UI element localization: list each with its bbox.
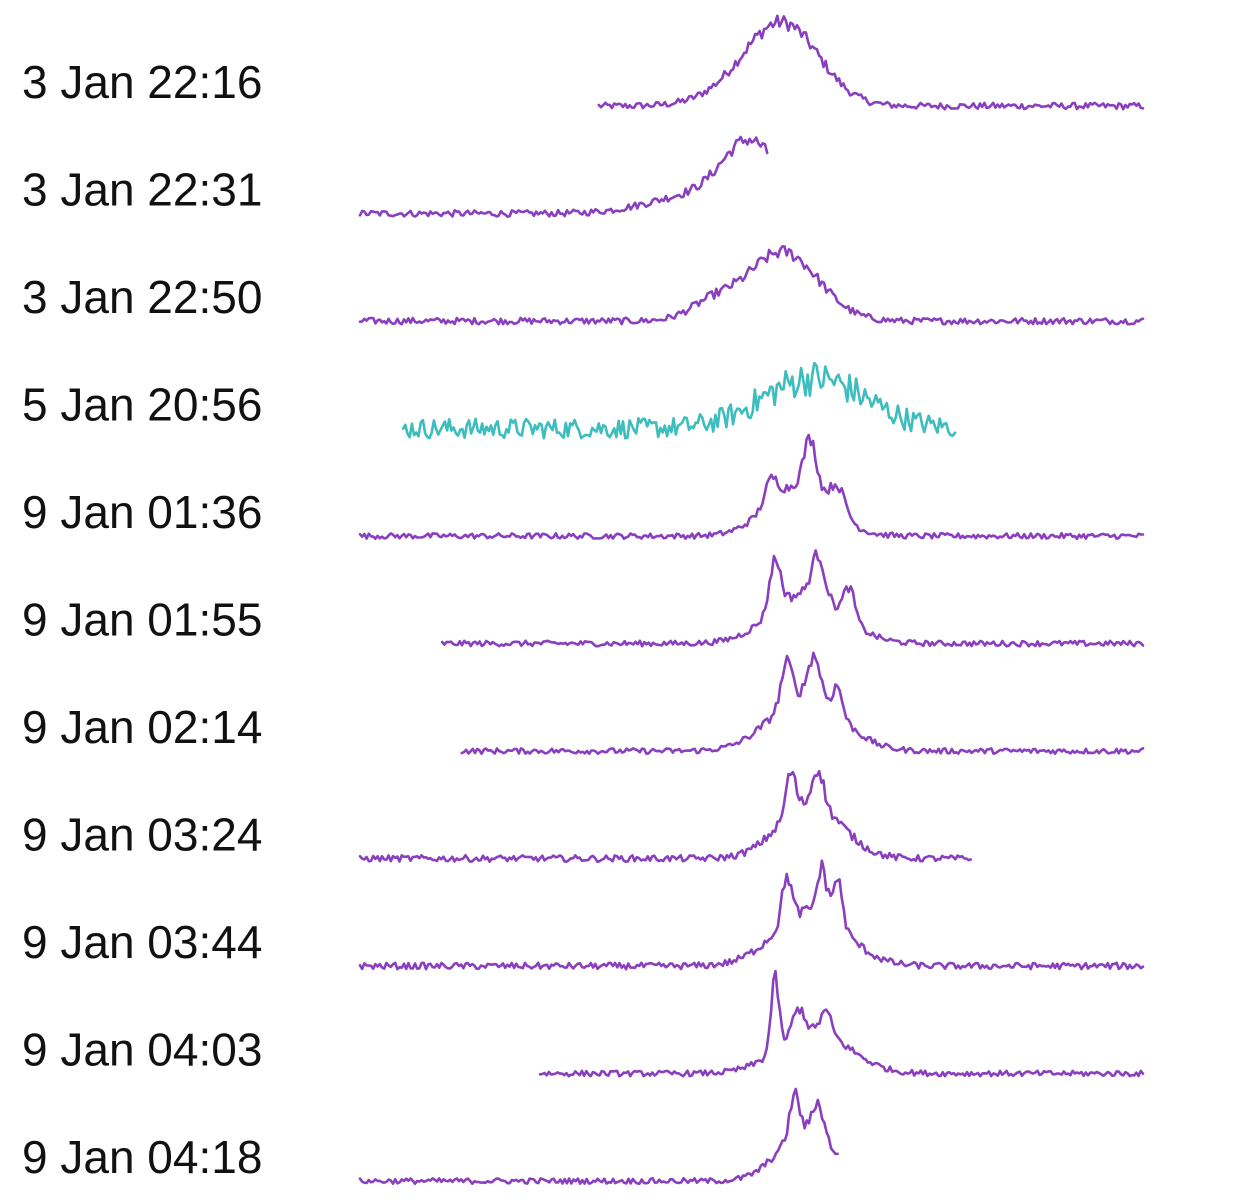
profile-trace <box>358 769 972 863</box>
profile-trace <box>460 651 1145 755</box>
profile-trace <box>597 14 1145 111</box>
row-label: 9 Jan 01:36 <box>22 486 262 538</box>
profile-trace <box>358 433 1145 541</box>
row-label: 9 Jan 04:18 <box>22 1131 262 1183</box>
profile-trace <box>440 549 1145 648</box>
row-label: 9 Jan 02:14 <box>22 701 262 753</box>
profile-trace <box>358 245 1145 326</box>
profile-trace <box>538 969 1145 1078</box>
profile-trace <box>358 859 1145 971</box>
row-label: 3 Jan 22:16 <box>22 56 262 108</box>
row-label: 9 Jan 03:44 <box>22 916 262 968</box>
row-label: 3 Jan 22:50 <box>22 271 262 323</box>
row-label: 5 Jan 20:56 <box>22 379 262 431</box>
profile-trace <box>401 361 957 440</box>
profile-traces <box>358 14 1145 1185</box>
row-label: 9 Jan 01:55 <box>22 594 262 646</box>
row-label: 9 Jan 04:03 <box>22 1024 262 1076</box>
profile-trace <box>358 135 769 218</box>
row-label: 9 Jan 03:24 <box>22 809 262 861</box>
row-label: 3 Jan 22:31 <box>22 164 262 216</box>
profile-trace <box>358 1087 839 1185</box>
row-labels: 3 Jan 22:16 3 Jan 22:31 3 Jan 22:50 5 Jan 2… <box>22 56 262 1183</box>
